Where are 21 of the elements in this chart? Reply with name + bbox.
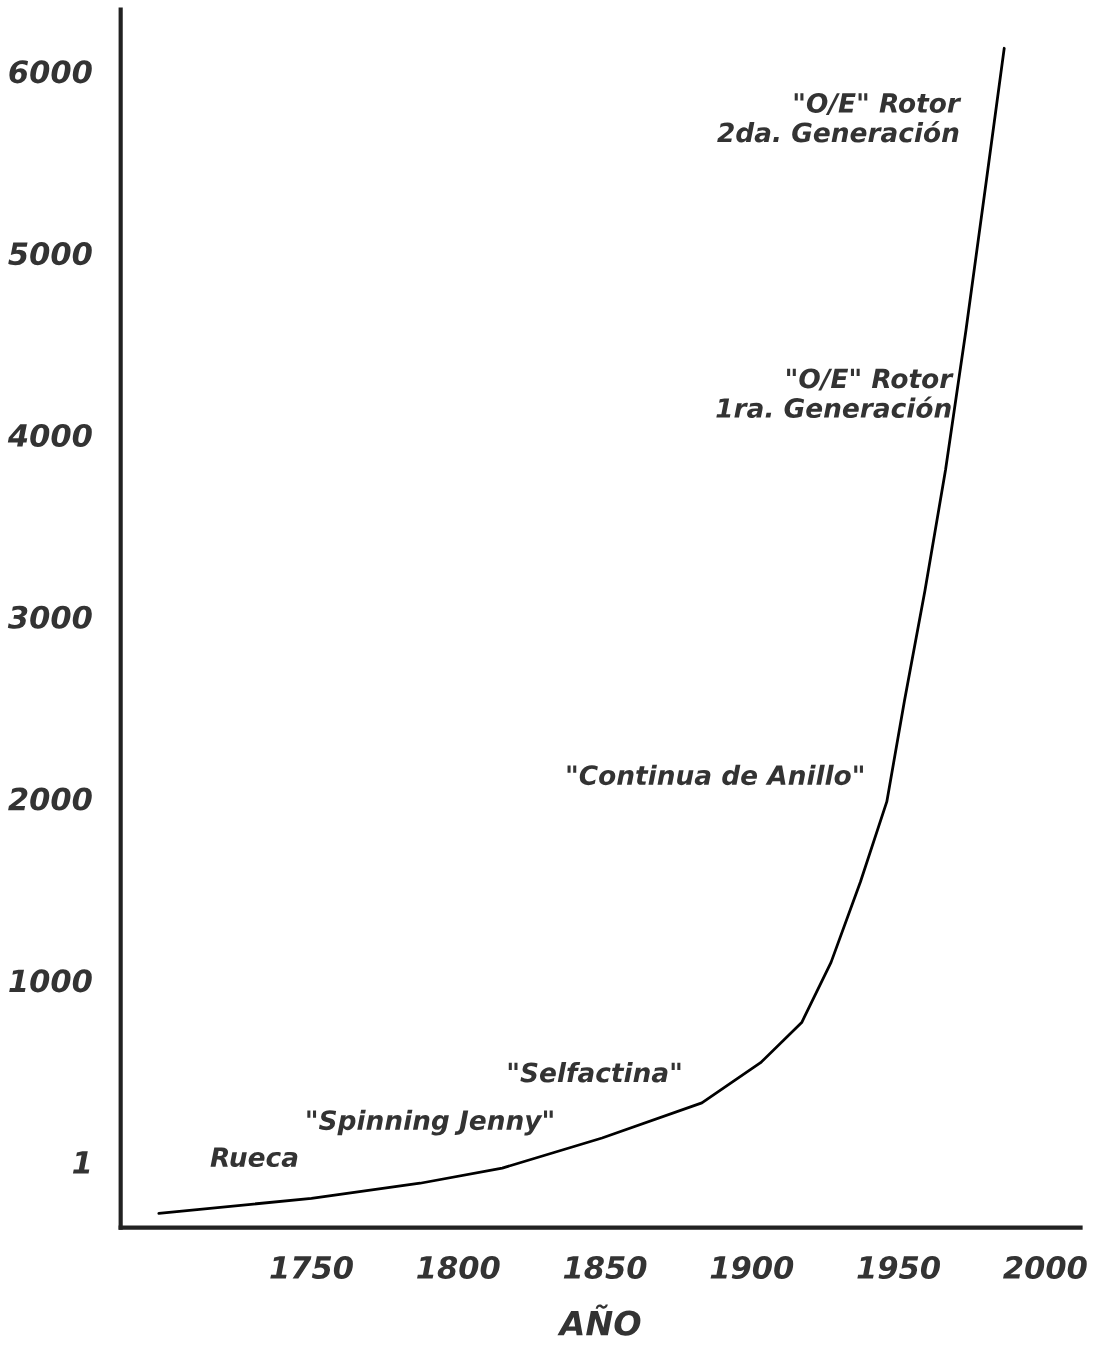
y-tick-label: 1000 — [9, 969, 92, 993]
x-tick-label: 1750 — [270, 1255, 353, 1280]
annotation: "Spinning Jenny" — [307, 1109, 553, 1136]
x-tick-label: 1900 — [710, 1255, 794, 1280]
annotation: "O/E" Rotor 1ra. Generación — [716, 368, 954, 418]
y-tick-label: 5000 — [8, 242, 92, 266]
y-tick-label: 1 — [72, 1151, 90, 1174]
y-tick-label: 2000 — [8, 787, 92, 811]
annotation: Rueca — [210, 1147, 298, 1168]
x-tick-label: 1800 — [417, 1255, 500, 1280]
line-series — [157, 46, 1006, 1215]
x-tick-label: 1850 — [563, 1255, 647, 1280]
annotation: "Selfactina" — [508, 1062, 681, 1083]
annotation: "Continua de Anillo" — [567, 764, 863, 786]
y-tick-label: 3000 — [7, 605, 92, 629]
x-axis-title: AÑO — [557, 1304, 641, 1336]
annotation: "O/E" Rotor 2da. Generación — [717, 92, 962, 143]
y-tick-label: 6000 — [9, 60, 92, 84]
x-tick-label: 2000 — [1003, 1255, 1087, 1280]
y-tick-label: 4000 — [7, 423, 92, 447]
x-tick-label: 1950 — [857, 1255, 940, 1280]
